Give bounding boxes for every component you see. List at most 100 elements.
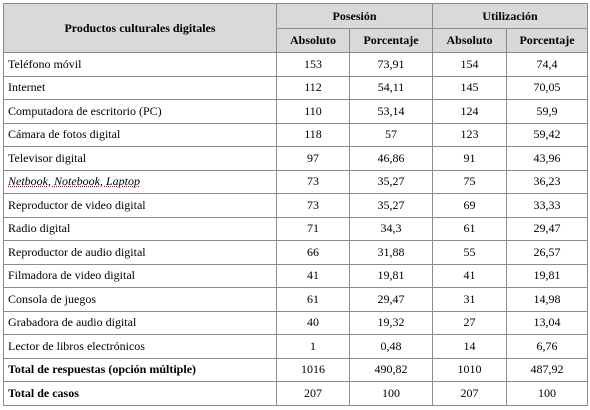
row-label: Televisor digital <box>3 146 277 171</box>
group-header: Utilización <box>432 3 589 29</box>
cell: 19,81 <box>506 263 589 288</box>
cell: 59,9 <box>506 99 589 124</box>
cell: 66 <box>276 240 350 265</box>
table-row: Total de casos 207 100 207 100 <box>3 381 589 406</box>
row-label: Reproductor de audio digital <box>3 240 277 265</box>
cell: 59,42 <box>506 122 589 147</box>
table-row: Total de respuestas (opción múltiple) 101… <box>3 357 589 382</box>
table-row: Consola de juegos 61 29,47 31 14,98 <box>3 287 589 312</box>
cell: 73 <box>276 193 350 218</box>
cell: 31,88 <box>348 240 434 265</box>
cell: 69 <box>432 193 508 218</box>
cell: 153 <box>276 52 350 77</box>
table-row: Teléfono móvil 153 73,91 154 74,4 <box>3 52 589 77</box>
cell: 19,32 <box>348 310 434 335</box>
subheader: Porcentaje <box>506 28 589 53</box>
row-label: Reproductor de video digital <box>3 193 277 218</box>
cell: 55 <box>432 240 508 265</box>
cell: 13,04 <box>506 310 589 335</box>
cell: 36,23 <box>506 169 589 194</box>
cell: 154 <box>432 52 508 77</box>
cell: 61 <box>432 216 508 241</box>
header-row: Productos culturales digitales Posesión … <box>3 3 589 53</box>
cell: 40 <box>276 310 350 335</box>
table-row: Lector de libros electrónicos 1 0,48 14 6,76 <box>3 334 589 359</box>
cell: 1016 <box>276 357 350 382</box>
subheader-row: Absoluto Porcentaje Absoluto Porcentaje <box>4 28 589 53</box>
row-label: Teléfono móvil <box>3 52 277 77</box>
cell: 57 <box>348 122 434 147</box>
cell: 41 <box>432 263 508 288</box>
cell: 29,47 <box>506 216 589 241</box>
cell: 31 <box>432 287 508 312</box>
row-label: Radio digital <box>3 216 277 241</box>
table-row: Internet 112 54,11 145 70,05 <box>3 75 589 100</box>
cell: 6,76 <box>506 334 589 359</box>
table-row: Radio digital 71 34,3 61 29,47 <box>3 216 589 241</box>
cell: 1 <box>276 334 350 359</box>
subheader: Absoluto <box>276 28 350 53</box>
cell: 70,05 <box>506 75 589 100</box>
cell: 34,3 <box>348 216 434 241</box>
row-label: Total de casos <box>3 381 277 406</box>
cell: 43,96 <box>506 146 589 171</box>
cell: 1010 <box>432 357 508 382</box>
cell: 33,33 <box>506 193 589 218</box>
cell: 75 <box>432 169 508 194</box>
cell: 41 <box>276 263 350 288</box>
cell: 207 <box>432 381 508 406</box>
cell: 26,57 <box>506 240 589 265</box>
table-row: Computadora de escritorio (PC) 110 53,14 12… <box>3 99 589 124</box>
cell: 73 <box>276 169 350 194</box>
cell: 29,47 <box>348 287 434 312</box>
cell: 35,27 <box>348 193 434 218</box>
table-header: Productos culturales digitales Posesión … <box>3 3 589 53</box>
cell: 46,86 <box>348 146 434 171</box>
subheader: Porcentaje <box>348 28 434 53</box>
row-label: Netbook, Notebook, Laptop <box>3 169 277 194</box>
table-row: Reproductor de audio digital 66 31,88 55 26,… <box>3 240 589 265</box>
table-row: Grabadora de audio digital 40 19,32 27 13,04 <box>3 310 589 335</box>
row-label: Lector de libros electrónicos <box>3 334 277 359</box>
cell: 145 <box>432 75 508 100</box>
row-label: Internet <box>3 75 277 100</box>
cell: 19,81 <box>348 263 434 288</box>
table-row: Reproductor de video digital 73 35,27 69 33,… <box>3 193 589 218</box>
row-label: Filmadora de video digital <box>3 263 277 288</box>
cell: 112 <box>276 75 350 100</box>
cell: 123 <box>432 122 508 147</box>
cell: 100 <box>348 381 434 406</box>
cell: 207 <box>276 381 350 406</box>
cell: 0,48 <box>348 334 434 359</box>
cell: 54,11 <box>348 75 434 100</box>
cell: 71 <box>276 216 350 241</box>
cell: 118 <box>276 122 350 147</box>
cell: 91 <box>432 146 508 171</box>
cell: 61 <box>276 287 350 312</box>
cell: 490,82 <box>348 357 434 382</box>
row-label: Consola de juegos <box>3 287 277 312</box>
row-label: Computadora de escritorio (PC) <box>3 99 277 124</box>
subheader: Absoluto <box>432 28 508 53</box>
row-label: Total de respuestas (opción múltiple) <box>3 357 277 382</box>
table-row: Filmadora de video digital 41 19,81 41 19,81 <box>3 263 589 288</box>
cell: 100 <box>506 381 589 406</box>
cell: 14,98 <box>506 287 589 312</box>
cell: 74,4 <box>506 52 589 77</box>
table-row: Netbook, Notebook, Laptop 73 35,27 75 36,23 <box>3 169 589 194</box>
header-title: Productos culturales digitales <box>3 3 277 53</box>
cell: 487,92 <box>506 357 589 382</box>
cell: 73,91 <box>348 52 434 77</box>
data-table: Productos culturales digitales Posesión … <box>3 3 589 406</box>
table-body: Teléfono móvil 153 73,91 154 74,4 Internet 112… <box>3 52 589 406</box>
table-row: Cámara de fotos digital 118 57 123 59,42 <box>3 122 589 147</box>
cell: 110 <box>276 99 350 124</box>
cell: 35,27 <box>348 169 434 194</box>
table-row: Televisor digital 97 46,86 91 43,96 <box>3 146 589 171</box>
row-label: Cámara de fotos digital <box>3 122 277 147</box>
cell: 53,14 <box>348 99 434 124</box>
cell: 97 <box>276 146 350 171</box>
cell: 27 <box>432 310 508 335</box>
cell: 124 <box>432 99 508 124</box>
